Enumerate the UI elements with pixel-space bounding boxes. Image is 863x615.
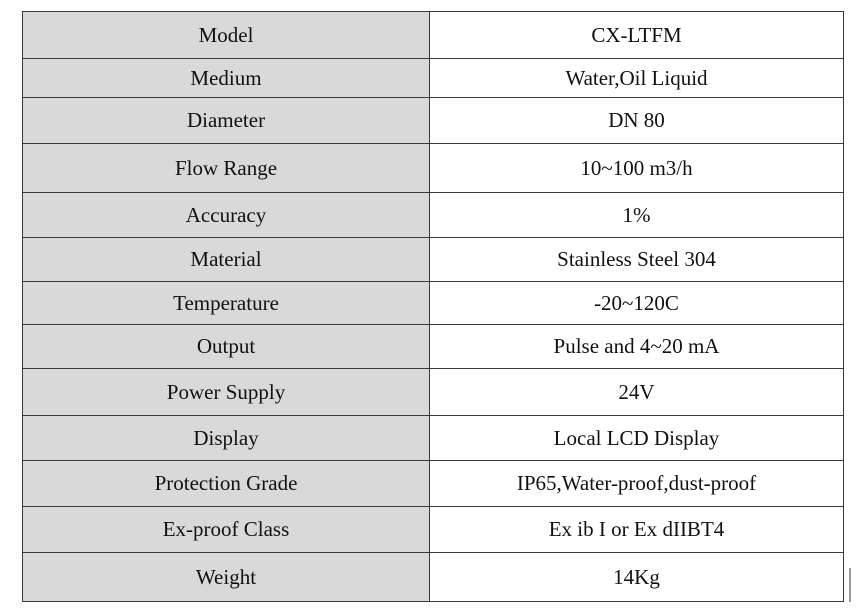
spec-label-weight: Weight xyxy=(22,552,430,602)
table-row: Display Local LCD Display xyxy=(22,415,844,461)
spec-label-material: Material xyxy=(22,237,430,282)
spec-value-power-supply: 24V xyxy=(429,368,844,416)
spec-label-model: Model xyxy=(22,11,430,59)
spec-value-model: CX-LTFM xyxy=(429,11,844,59)
spec-value-output: Pulse and 4~20 mA xyxy=(429,324,844,369)
spec-label-output: Output xyxy=(22,324,430,369)
spec-value-medium: Water,Oil Liquid xyxy=(429,58,844,98)
table-row: Model CX-LTFM xyxy=(22,11,844,59)
spec-label-diameter: Diameter xyxy=(22,97,430,144)
spec-label-protection-grade: Protection Grade xyxy=(22,460,430,507)
spec-value-weight: 14Kg xyxy=(429,552,844,602)
spec-label-flow-range: Flow Range xyxy=(22,143,430,193)
table-row: Material Stainless Steel 304 xyxy=(22,237,844,282)
edge-divider-mark xyxy=(849,568,851,602)
table-row: Medium Water,Oil Liquid xyxy=(22,58,844,98)
spec-label-temperature: Temperature xyxy=(22,281,430,325)
spec-value-protection-grade: IP65,Water-proof,dust-proof xyxy=(429,460,844,507)
specification-table: Model CX-LTFM Medium Water,Oil Liquid Di… xyxy=(22,11,844,602)
table-row: Ex-proof Class Ex ib I or Ex dIIBT4 xyxy=(22,506,844,553)
spec-label-display: Display xyxy=(22,415,430,461)
spec-value-ex-proof-class: Ex ib I or Ex dIIBT4 xyxy=(429,506,844,553)
spec-label-power-supply: Power Supply xyxy=(22,368,430,416)
table-row: Flow Range 10~100 m3/h xyxy=(22,143,844,193)
table-row: Accuracy 1% xyxy=(22,192,844,238)
table-row: Protection Grade IP65,Water-proof,dust-p… xyxy=(22,460,844,507)
spec-label-accuracy: Accuracy xyxy=(22,192,430,238)
table-row: Output Pulse and 4~20 mA xyxy=(22,324,844,369)
spec-value-flow-range: 10~100 m3/h xyxy=(429,143,844,193)
table-row: Power Supply 24V xyxy=(22,368,844,416)
spec-value-material: Stainless Steel 304 xyxy=(429,237,844,282)
table-row: Temperature -20~120C xyxy=(22,281,844,325)
spec-value-temperature: -20~120C xyxy=(429,281,844,325)
spec-value-accuracy: 1% xyxy=(429,192,844,238)
spec-value-diameter: DN 80 xyxy=(429,97,844,144)
spec-label-ex-proof-class: Ex-proof Class xyxy=(22,506,430,553)
table-row: Diameter DN 80 xyxy=(22,97,844,144)
table-row: Weight 14Kg xyxy=(22,552,844,602)
spec-label-medium: Medium xyxy=(22,58,430,98)
spec-value-display: Local LCD Display xyxy=(429,415,844,461)
